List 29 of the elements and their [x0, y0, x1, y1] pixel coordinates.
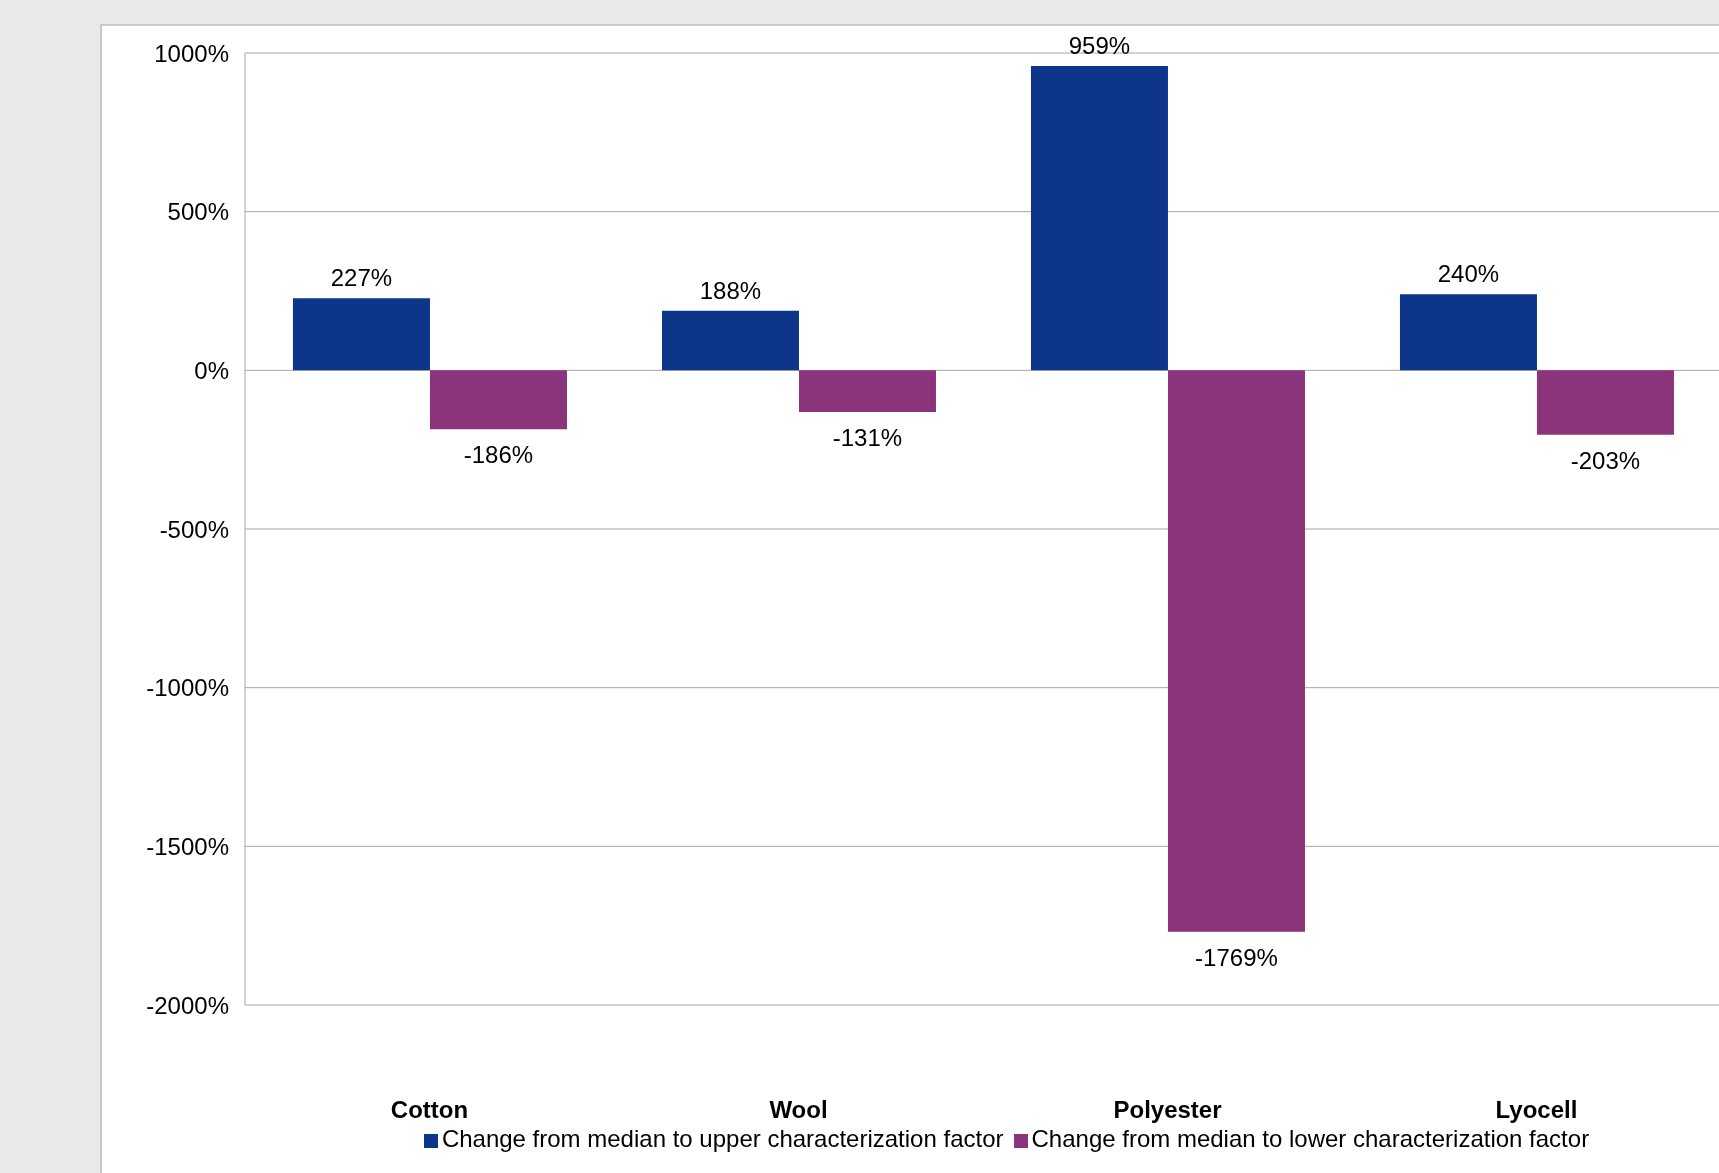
legend-label: Change from median to upper characterization factor [441, 1125, 1004, 1152]
y-tick-label: -1000% [146, 674, 229, 702]
data-label: 188% [699, 276, 762, 304]
y-tick-label: -500% [159, 515, 229, 543]
bar [1399, 294, 1537, 371]
y-tick-label: -2000% [146, 991, 229, 1019]
bar [661, 310, 799, 371]
data-label: 240% [1437, 260, 1500, 288]
x-tick-label: Lyocell [1495, 1096, 1578, 1124]
data-label: -186% [463, 441, 534, 469]
x-tick-label: Wool [769, 1096, 828, 1124]
y-tick-label: 0% [194, 356, 229, 384]
data-label: 227% [330, 264, 393, 292]
bar [798, 370, 936, 412]
data-label: 959% [1068, 32, 1131, 60]
data-label: -203% [1570, 446, 1641, 474]
bar [292, 298, 430, 371]
y-tick-label: 500% [167, 198, 229, 226]
bar [1030, 66, 1168, 371]
bar [429, 370, 567, 430]
x-tick-label: Polyester [1113, 1096, 1222, 1124]
bar [1167, 370, 1305, 932]
x-tick-label: Cotton [390, 1096, 469, 1124]
legend-label: Change from median to lower characterization factor [1031, 1125, 1590, 1152]
y-tick-label: 1000% [154, 39, 229, 67]
data-label: -1769% [1195, 943, 1278, 971]
y-tick-label: -1500% [146, 832, 229, 860]
bar [1536, 370, 1674, 435]
data-label: -131% [832, 423, 903, 451]
